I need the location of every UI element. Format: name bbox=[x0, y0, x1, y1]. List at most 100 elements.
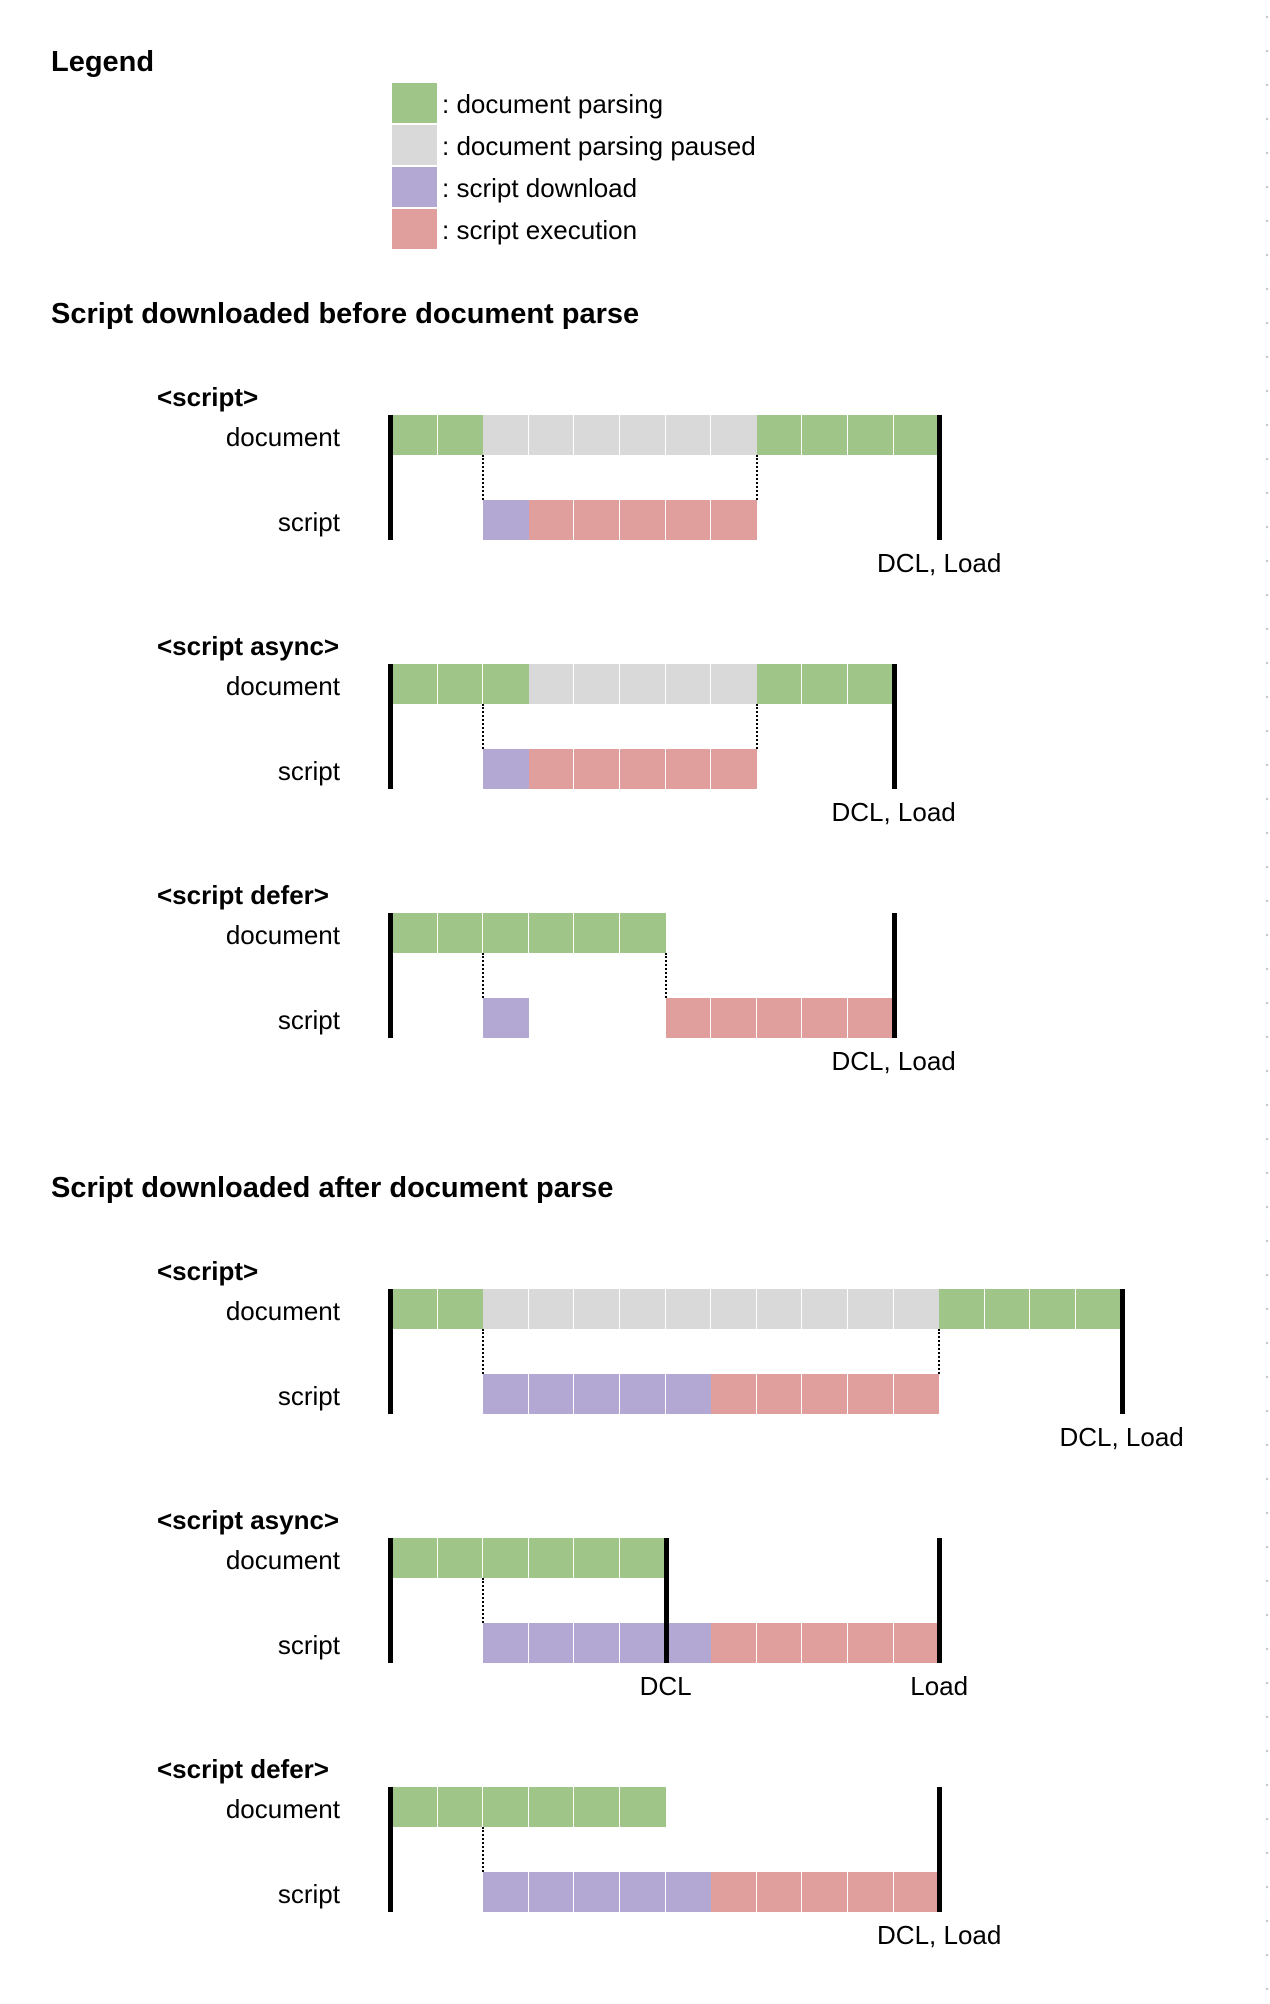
marker-line bbox=[1119, 1289, 1125, 1414]
document-document-parsing-cell bbox=[939, 1289, 985, 1329]
script-script-download-cell bbox=[574, 1374, 620, 1414]
document-document-parsing-cell bbox=[574, 1787, 620, 1827]
marker-label: DCL, Load bbox=[877, 1920, 1002, 1950]
document-document-parsing-cell bbox=[437, 1538, 484, 1578]
script-script-execution-cell bbox=[893, 1374, 940, 1414]
document-document-parsing-paused-cell bbox=[620, 1289, 666, 1329]
document-document-parsing-paused-cell bbox=[620, 415, 666, 455]
script-script-download-cell bbox=[528, 1374, 575, 1414]
document-document-parsing-paused-cell bbox=[574, 664, 620, 704]
marker-label: DCL, Load bbox=[1059, 1422, 1184, 1452]
legend-label: : script download bbox=[442, 173, 638, 203]
document-document-parsing-cell bbox=[392, 1289, 438, 1329]
document-document-parsing-cell bbox=[756, 415, 803, 455]
row-label-document: document bbox=[225, 422, 340, 452]
document-document-parsing-paused-cell bbox=[756, 1289, 803, 1329]
dotted-guide-line bbox=[938, 1329, 941, 1374]
legend-swatch-document-parsing bbox=[392, 83, 437, 123]
timeline-start-line bbox=[388, 913, 393, 1038]
document-document-parsing-cell bbox=[802, 415, 848, 455]
row-label-document: document bbox=[225, 1296, 340, 1326]
dotted-guide-line bbox=[755, 455, 758, 500]
document-document-parsing-cell bbox=[528, 913, 575, 953]
document-document-parsing-paused-cell bbox=[711, 664, 757, 704]
script-script-download-cell bbox=[483, 1623, 529, 1663]
timeline-start-line bbox=[388, 1787, 393, 1912]
document-document-parsing-cell bbox=[483, 913, 529, 953]
legend-label: : script execution bbox=[442, 215, 638, 245]
document-document-parsing-paused-cell bbox=[574, 1289, 620, 1329]
document-document-parsing-cell bbox=[756, 664, 803, 704]
script-script-download-cell bbox=[574, 1872, 620, 1912]
document-document-parsing-cell bbox=[437, 415, 484, 455]
script-script-execution-cell bbox=[711, 1374, 757, 1414]
row-label-script: script bbox=[277, 1879, 340, 1909]
script-script-execution-cell bbox=[756, 1872, 803, 1912]
script-script-download-cell bbox=[665, 1872, 712, 1912]
script-script-download-cell bbox=[665, 1374, 712, 1414]
document-document-parsing-paused-cell bbox=[528, 664, 575, 704]
row-label-document: document bbox=[225, 920, 340, 950]
document-document-parsing-cell bbox=[984, 1289, 1031, 1329]
script-script-download-cell bbox=[528, 1623, 575, 1663]
script-script-execution-cell bbox=[802, 1872, 848, 1912]
script-script-execution-cell bbox=[802, 1374, 848, 1414]
page-edge-dots bbox=[1264, 0, 1270, 2004]
document-document-parsing-paused-cell bbox=[711, 415, 757, 455]
script-script-execution-cell bbox=[893, 1872, 940, 1912]
dotted-guide-line bbox=[482, 1827, 485, 1872]
script-script-download-cell bbox=[620, 1872, 666, 1912]
row-label-script: script bbox=[277, 1381, 340, 1411]
script-script-execution-cell bbox=[574, 500, 620, 540]
script-script-download-cell bbox=[620, 1623, 666, 1663]
script-script-execution-cell bbox=[665, 749, 712, 789]
marker-label: DCL, Load bbox=[831, 1046, 956, 1076]
row-label-script: script bbox=[277, 756, 340, 786]
document-document-parsing-cell bbox=[1030, 1289, 1076, 1329]
script-script-execution-cell bbox=[848, 998, 894, 1038]
script-script-execution-cell bbox=[620, 500, 666, 540]
document-document-parsing-cell bbox=[802, 664, 848, 704]
dotted-guide-line bbox=[482, 1329, 485, 1374]
script-script-download-cell bbox=[483, 1374, 529, 1414]
document-document-parsing-cell bbox=[392, 1787, 438, 1827]
script-script-download-cell bbox=[528, 1872, 575, 1912]
legend-label: : document parsing bbox=[442, 89, 664, 119]
document-document-parsing-cell bbox=[392, 913, 438, 953]
script-script-execution-cell bbox=[802, 1623, 848, 1663]
diagram-title: <script defer> bbox=[157, 880, 329, 910]
document-document-parsing-cell bbox=[392, 664, 438, 704]
script-script-execution-cell bbox=[711, 1872, 757, 1912]
timeline-start-line bbox=[388, 664, 393, 789]
document-document-parsing-cell bbox=[392, 415, 438, 455]
section-title: Script downloaded after document parse bbox=[51, 1172, 614, 1204]
script-script-download-cell bbox=[483, 500, 529, 540]
legend-swatch-script-execution bbox=[392, 209, 437, 249]
row-label-script: script bbox=[277, 1630, 340, 1660]
marker-label: Load bbox=[910, 1671, 969, 1701]
marker-label: DCL, Load bbox=[877, 548, 1002, 578]
row-label-script: script bbox=[277, 507, 340, 537]
document-document-parsing-paused-cell bbox=[893, 1289, 940, 1329]
timeline-start-line bbox=[388, 415, 393, 540]
script-script-download-cell bbox=[574, 1623, 620, 1663]
row-label-document: document bbox=[225, 671, 340, 701]
script-script-execution-cell bbox=[711, 749, 757, 789]
marker-label: DCL bbox=[639, 1671, 692, 1701]
row-label-document: document bbox=[225, 1545, 340, 1575]
row-label-script: script bbox=[277, 1005, 340, 1035]
dotted-guide-line bbox=[482, 704, 485, 749]
script-script-download-cell bbox=[665, 1623, 712, 1663]
document-document-parsing-cell bbox=[483, 1538, 529, 1578]
script-script-download-cell bbox=[620, 1374, 666, 1414]
document-document-parsing-cell bbox=[392, 1538, 438, 1578]
script-script-execution-cell bbox=[802, 998, 848, 1038]
diagram-title: <script defer> bbox=[157, 1754, 329, 1784]
document-document-parsing-paused-cell bbox=[802, 1289, 848, 1329]
legend-label: : document parsing paused bbox=[442, 131, 756, 161]
document-document-parsing-paused-cell bbox=[665, 415, 712, 455]
script-script-execution-cell bbox=[711, 998, 757, 1038]
dotted-guide-line bbox=[664, 953, 667, 998]
script-script-execution-cell bbox=[528, 500, 575, 540]
diagram-title: <script> bbox=[157, 1256, 259, 1286]
